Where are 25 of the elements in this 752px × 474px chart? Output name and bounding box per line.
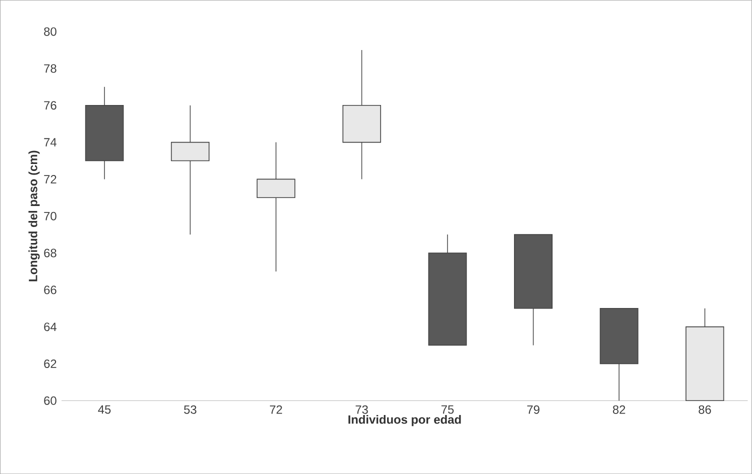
x-tick-label: 75 (441, 405, 454, 414)
y-tick-label: 60 (44, 396, 56, 405)
candlestick (256, 142, 296, 272)
candlestick (342, 50, 382, 180)
y-tick-label: 74 (44, 138, 56, 146)
candlestick (85, 86, 124, 180)
x-tick-label: 45 (98, 405, 111, 414)
x-tick-label: 86 (698, 405, 711, 414)
y-tick-label: 78 (44, 64, 56, 73)
y-tick-label: 66 (44, 286, 56, 294)
y-tick-label: 80 (44, 27, 56, 36)
x-tick-label: 79 (527, 405, 540, 414)
x-tick-label: 73 (356, 405, 368, 414)
x-axis-title: Individuos por edad (348, 414, 461, 426)
candlestick (170, 104, 210, 235)
y-axis-title: Longitud del paso (cm) (28, 150, 40, 282)
y-tick-label: 70 (44, 212, 56, 220)
x-tick-label: 82 (612, 405, 626, 414)
x-tick-label: 72 (270, 405, 282, 414)
y-tick-label: 76 (44, 101, 56, 110)
y-tick-label: 72 (44, 174, 56, 184)
y-tick-label: 64 (44, 322, 56, 331)
y-tick-label: 62 (44, 359, 56, 368)
y-tick-label: 68 (44, 248, 56, 258)
x-tick-label: 53 (184, 405, 196, 414)
